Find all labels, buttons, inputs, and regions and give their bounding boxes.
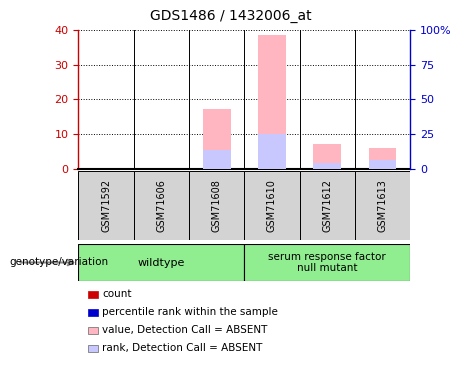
Text: serum response factor
null mutant: serum response factor null mutant (268, 252, 386, 273)
Bar (78, 244, 244, 281)
Bar (300, 171, 355, 240)
Bar (134, 171, 189, 240)
Text: GSM71608: GSM71608 (212, 179, 222, 232)
Bar (313, 144, 341, 169)
Text: genotype/variation: genotype/variation (9, 257, 108, 267)
Bar (369, 148, 396, 169)
Bar (258, 35, 286, 169)
Text: value, Detection Call = ABSENT: value, Detection Call = ABSENT (102, 326, 268, 335)
Bar (244, 244, 410, 281)
Text: wildtype: wildtype (138, 258, 185, 267)
Text: GSM71606: GSM71606 (156, 179, 166, 232)
Text: rank, Detection Call = ABSENT: rank, Detection Call = ABSENT (102, 344, 263, 353)
Text: GSM71613: GSM71613 (378, 179, 388, 232)
Bar (78, 171, 134, 240)
Bar (203, 109, 230, 169)
Text: GSM71610: GSM71610 (267, 179, 277, 232)
Bar (189, 171, 244, 240)
Text: count: count (102, 290, 132, 299)
Text: GSM71592: GSM71592 (101, 179, 111, 232)
Bar (369, 160, 396, 169)
Bar (244, 171, 300, 240)
Text: GSM71612: GSM71612 (322, 179, 332, 232)
Bar (203, 150, 230, 169)
Bar (355, 171, 410, 240)
Bar (313, 162, 341, 169)
Text: percentile rank within the sample: percentile rank within the sample (102, 308, 278, 317)
Text: GDS1486 / 1432006_at: GDS1486 / 1432006_at (150, 9, 311, 23)
Bar (258, 134, 286, 169)
